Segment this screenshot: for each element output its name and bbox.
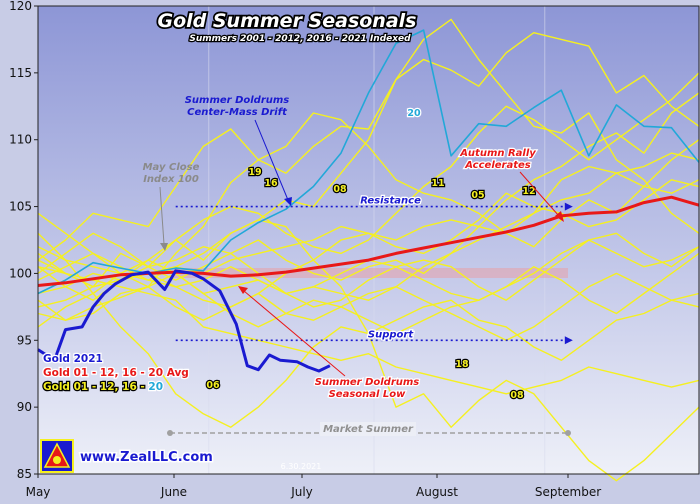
market-summer-start	[167, 430, 173, 436]
legend-gold-years: Gold 01 - 12, 16 - 20	[43, 381, 163, 393]
annotation-may-close-1: May Close	[143, 162, 200, 173]
year-label-16: 16	[264, 178, 278, 189]
y-tick-label: 85	[17, 467, 32, 481]
market-summer-label-bg	[320, 422, 416, 436]
year-label-11: 11	[431, 178, 444, 189]
y-tick-label: 100	[9, 266, 32, 280]
arrow-doldrums-drift	[254, 119, 289, 201]
arrow-may-close	[159, 186, 165, 245]
x-tick-label: September	[535, 485, 601, 499]
x-tick-label: July	[290, 485, 313, 499]
arrowhead-seasonal-low	[238, 286, 248, 294]
x-tick-label: May	[26, 485, 51, 499]
legend-gold-years-highlight: 20	[148, 381, 163, 393]
year-label-06: 06	[206, 380, 220, 391]
y-tick-label: 90	[17, 400, 32, 414]
legend-gold-2021: Gold 2021	[43, 353, 103, 365]
series-line-year	[37, 72, 700, 288]
legend: Gold 2021 Gold 01 - 12, 16 - 20 Avg Gold…	[42, 352, 190, 395]
reference-lines: Resistance Support	[175, 194, 573, 345]
series-line-gold-2021	[37, 269, 331, 373]
reference-arrow-resistance	[564, 202, 573, 211]
legend-gold-average: Gold 01 - 12, 16 - 20 Avg	[43, 367, 189, 379]
year-label-08: 08	[333, 184, 347, 195]
annotation-doldrums-drift-1: Summer Doldrums	[185, 95, 290, 106]
arrowhead-may-close	[160, 243, 168, 251]
annotation-doldrums-drift-2: Center-Mass Drift	[187, 107, 288, 118]
year-label-20: 20	[407, 108, 421, 119]
arrow-seasonal-low	[243, 290, 346, 377]
reference-label-support: Support	[368, 329, 414, 340]
arrowhead-autumn-rally	[555, 211, 564, 222]
series-line-16	[37, 112, 700, 261]
arrow-autumn-rally	[519, 171, 560, 217]
reference-label-resistance: Resistance	[360, 196, 421, 207]
market-summer-label: Market Summer	[323, 424, 414, 435]
market-summer-end	[565, 430, 571, 436]
x-tick-label: June	[160, 485, 187, 499]
reference-arrow-support	[564, 336, 573, 345]
zeal-logo	[40, 439, 74, 473]
may-close-band	[174, 268, 568, 278]
year-label-19: 19	[248, 167, 261, 178]
x-tick-label: August	[416, 485, 458, 499]
y-tick-label: 105	[9, 200, 32, 214]
annotation-autumn-rally-2: Accelerates	[464, 160, 531, 171]
chart-subtitle: Summers 2001 - 2012, 2016 - 2021 Indexed	[189, 34, 411, 44]
series-line-06	[37, 232, 700, 428]
year-label-05: 05	[471, 190, 484, 201]
plot-border	[37, 5, 700, 475]
legend-gold-years-prefix: Gold 01 - 12, 16 -	[43, 381, 148, 393]
annotation-may-close-2: Index 100	[143, 174, 199, 185]
series-line-18	[37, 266, 700, 395]
y-tick-label: 120	[9, 0, 32, 13]
annotation-seasonal-low-1: Summer Doldrums	[315, 377, 420, 388]
y-tick-label: 115	[9, 66, 32, 80]
axes: 85 90 95 100 105 110 115 120 May June July August Se…	[9, 0, 601, 499]
year-label-18: 18	[455, 359, 469, 370]
year-label-12: 12	[522, 186, 535, 197]
chart-title: Gold Summer Seasonals	[158, 10, 417, 32]
annotation-seasonal-low-2: Seasonal Low	[329, 389, 407, 400]
website-label: www.ZealLLC.com	[80, 450, 213, 465]
year-label-08: 08	[510, 390, 524, 401]
y-tick-label: 95	[17, 333, 32, 347]
arrowhead-doldrums-drift	[284, 197, 292, 206]
series-line-year	[37, 252, 700, 341]
date-label: 6.30.2021	[281, 462, 322, 471]
annotation-autumn-rally-1: Autumn Rally	[459, 148, 536, 159]
series-line-year	[37, 179, 700, 308]
y-tick-label: 110	[9, 133, 32, 147]
